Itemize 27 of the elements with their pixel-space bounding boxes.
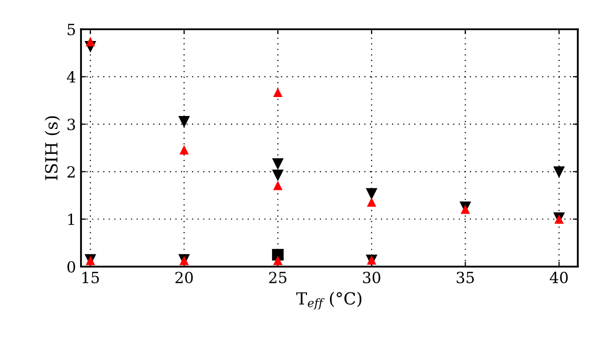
- y-tick-label: 4: [66, 71, 76, 83]
- point: [366, 197, 376, 207]
- x-axis-title: T$_{eff}$ (°C): [296, 292, 362, 310]
- x-tick-label: 30: [363, 272, 380, 284]
- y-tick-label: 2: [67, 166, 75, 178]
- point: [272, 170, 284, 182]
- y-tick-label: 3: [68, 118, 76, 130]
- y-axis-title: ISIH (s): [44, 116, 60, 180]
- point: [273, 256, 283, 266]
- point: [460, 204, 470, 214]
- x-tick-label: 25: [269, 272, 286, 284]
- y-tick-label: 1: [68, 214, 74, 225]
- x-tick-label: 35: [456, 272, 474, 284]
- point: [366, 188, 378, 200]
- x-tick-label: 15: [82, 272, 99, 284]
- point: [86, 36, 96, 46]
- y-tick-label: 0: [67, 261, 76, 273]
- point: [553, 166, 565, 178]
- x-tick-label: 20: [175, 272, 193, 284]
- x-tick-label: 40: [550, 272, 568, 284]
- point: [178, 116, 190, 128]
- point: [179, 145, 189, 154]
- point: [272, 248, 284, 261]
- point: [273, 180, 283, 190]
- point: [272, 158, 284, 170]
- point: [273, 88, 283, 98]
- y-tick-label: 5: [68, 24, 75, 36]
